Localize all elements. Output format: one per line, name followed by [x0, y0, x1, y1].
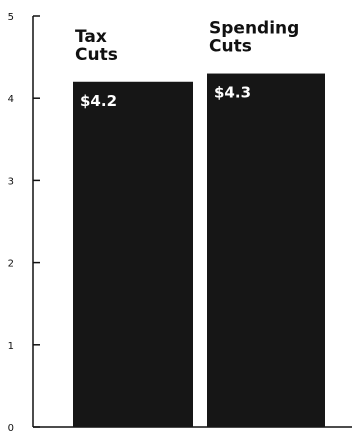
- y-tick-label: 4: [8, 94, 14, 105]
- category-label: Spending: [209, 19, 299, 39]
- y-tick-label: 2: [8, 259, 14, 270]
- bars: [73, 73, 325, 427]
- category-label: Cuts: [75, 45, 118, 65]
- bar: [73, 81, 193, 427]
- category-label: Tax: [75, 27, 107, 47]
- category-label: Cuts: [209, 37, 252, 57]
- y-tick-label: 0: [8, 423, 14, 434]
- y-tick-label: 1: [8, 341, 14, 352]
- bar: [207, 73, 325, 427]
- value-label: $4.2: [80, 92, 117, 110]
- y-tick-label: 3: [8, 176, 14, 187]
- y-tick-label: 5: [8, 12, 14, 23]
- value-label: $4.3: [214, 84, 251, 102]
